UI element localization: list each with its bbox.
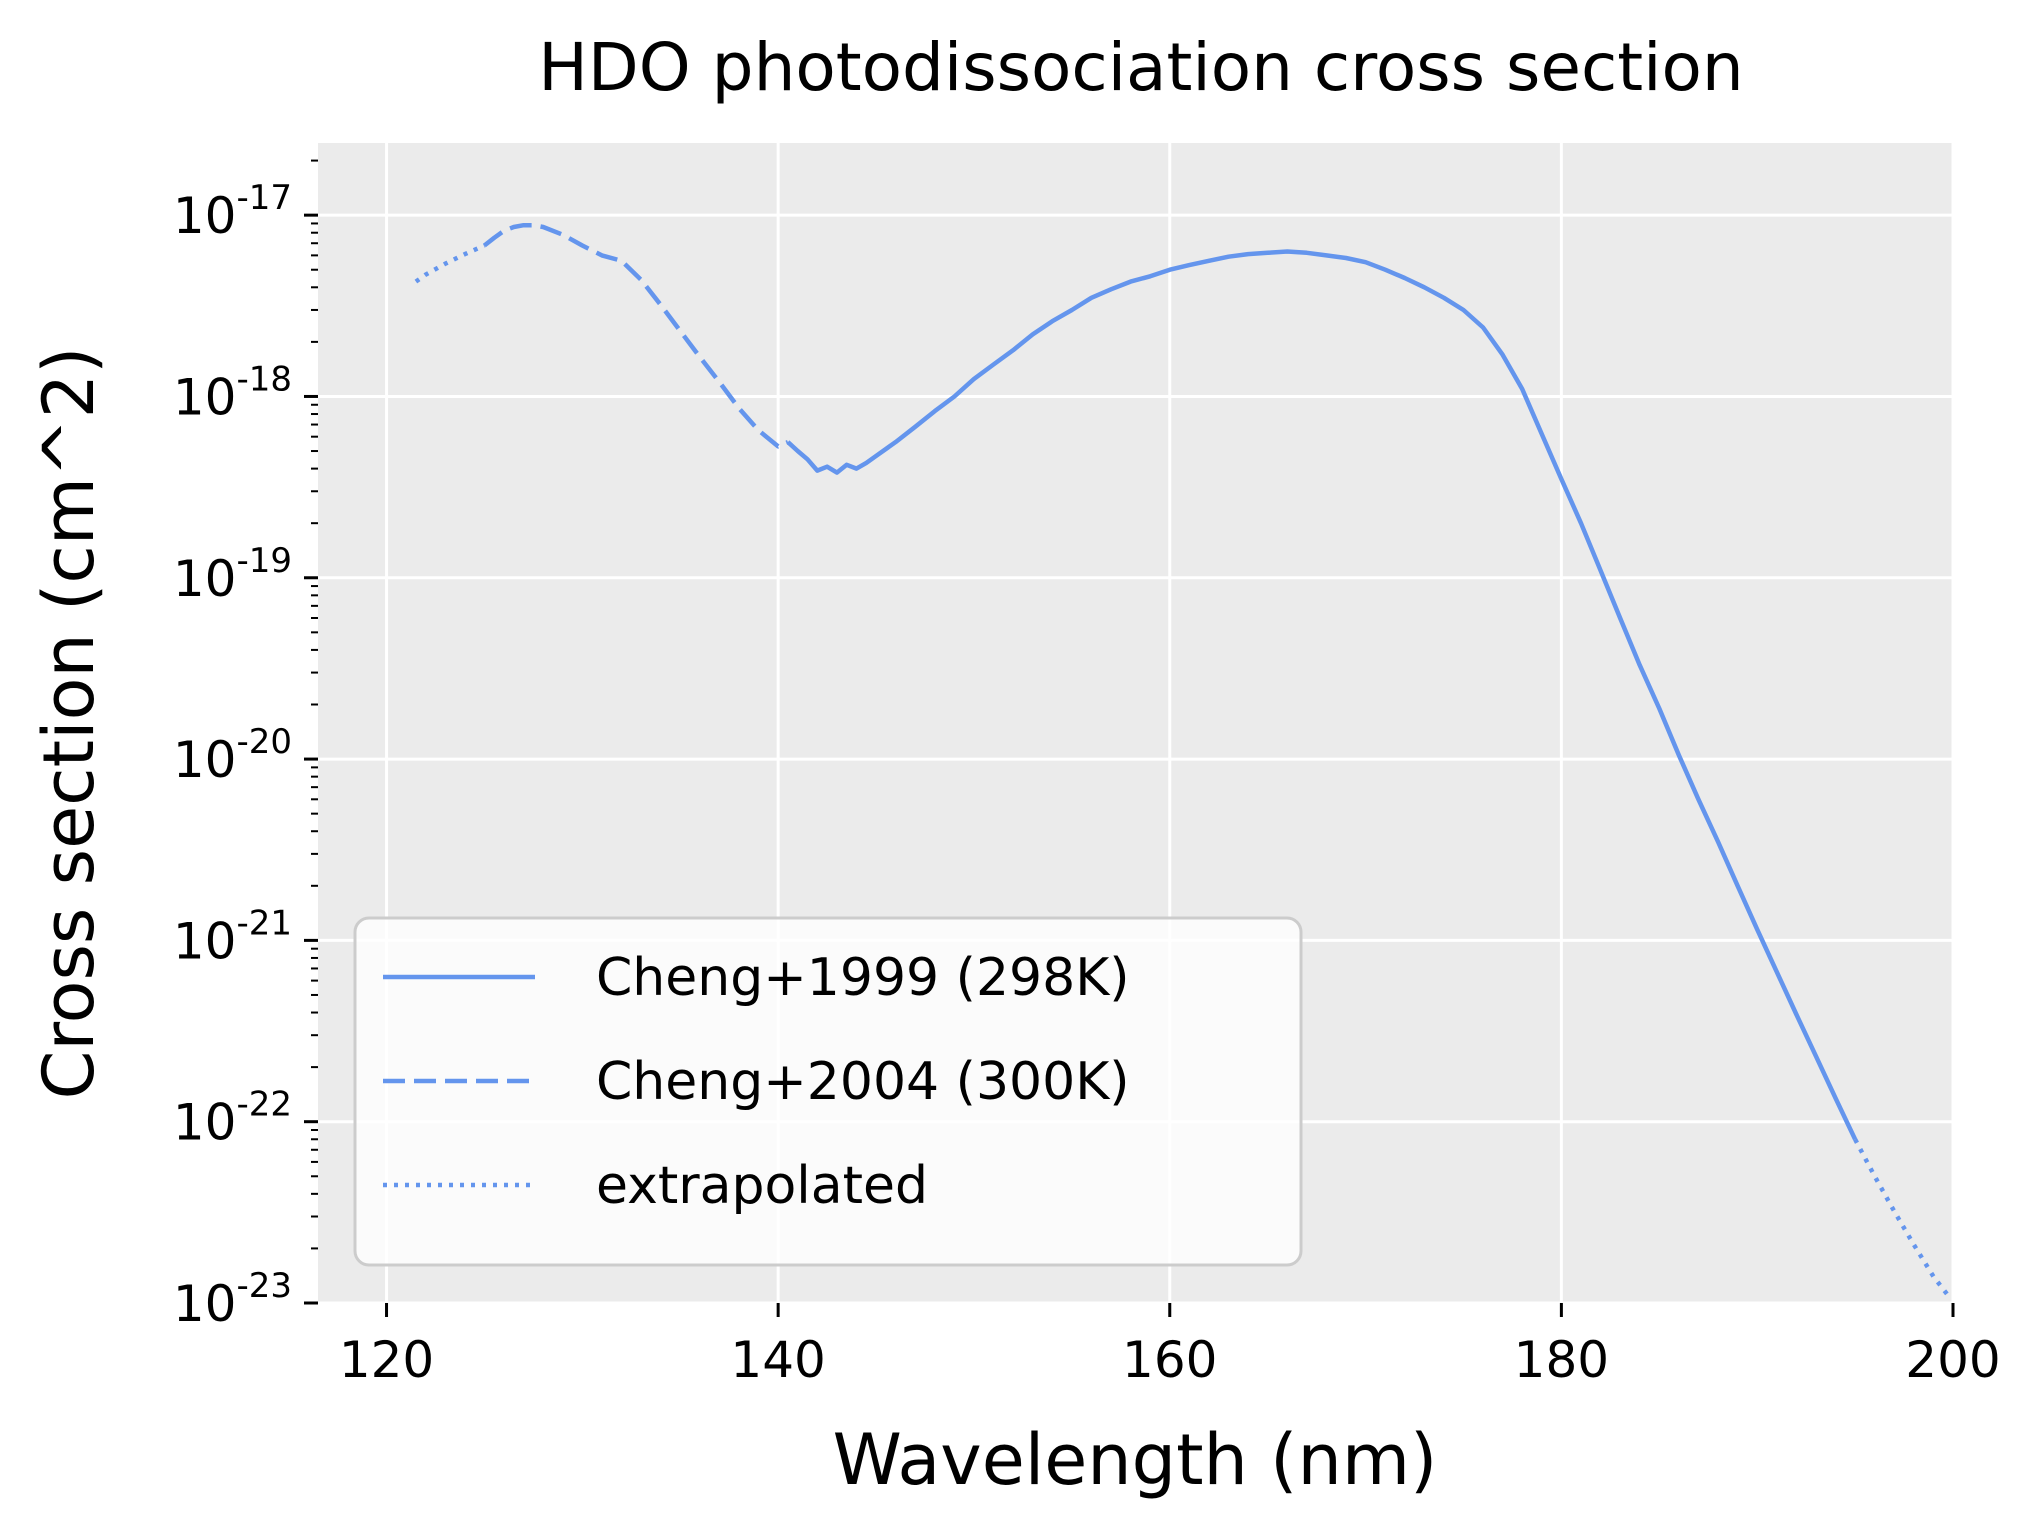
legend-label: extrapolated [596,1156,928,1216]
y-axis-label: Cross section (cm^2) [28,347,110,1100]
x-tick-label: 160 [1122,1331,1217,1389]
legend-items: Cheng+1999 (298K) Cheng+2004 (300K) extrap… [383,948,1130,1216]
x-tick-label: 180 [1514,1331,1609,1389]
x-axis: 120 140 160 180 200 [339,1303,2001,1389]
x-axis-label: Wavelength (nm) [833,1419,1438,1501]
legend-box [353,916,1303,1267]
chart-title: HDO photodissociation cross section [538,29,1743,106]
legend: Cheng+1999 (298K) Cheng+2004 (300K) extrap… [353,916,1303,1267]
y-tick-label: 10-19 [173,541,292,608]
legend-label: Cheng+2004 (300K) [596,1052,1130,1112]
series-line-dashed [483,222,789,449]
y-tick-label: 10-22 [173,1085,292,1152]
x-tick-label: 200 [1905,1331,2000,1389]
x-tick-label: 120 [339,1331,434,1389]
series-line-dotted [1853,1138,1953,1301]
y-tick-label: 10-17 [173,178,292,245]
series-layer [414,222,1953,1301]
series-line-solid [786,249,1858,1141]
y-tick-label: 10-21 [173,903,292,970]
y-axis: 10-23 10-22 10-21 10-20 10-19 10-18 10-17 [173,159,318,1333]
legend-label: Cheng+1999 (298K) [596,948,1130,1008]
x-tick-label: 140 [730,1331,825,1389]
y-tick-label: 10-20 [173,722,292,789]
y-tick-label: 10-23 [173,1266,292,1333]
series-line-dotted [414,243,486,284]
y-tick-label: 10-18 [173,359,292,426]
